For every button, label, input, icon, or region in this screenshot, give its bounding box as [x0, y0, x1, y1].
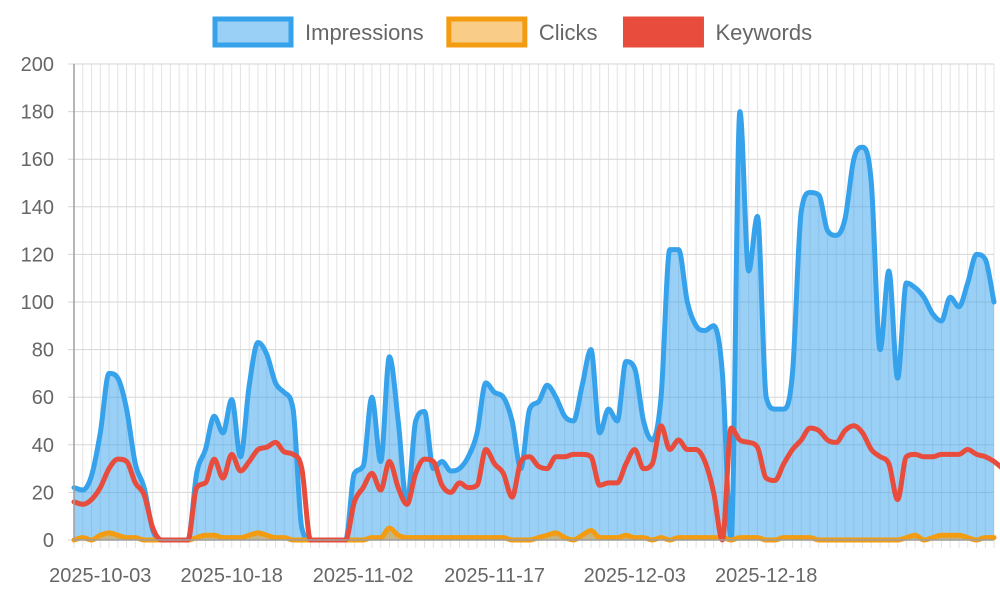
x-tick-label: 2025-11-02: [313, 565, 414, 587]
y-tick-label: 80: [32, 340, 54, 362]
legend-item-impressions: Impressions: [212, 16, 424, 48]
line-keywords: [71, 423, 1000, 543]
y-tick-label: 140: [21, 197, 54, 219]
axes: 0 20 40 60 80 100 120 140 160 180 200 2025-10-03 202…: [21, 54, 994, 587]
y-tick-label: 160: [21, 149, 54, 171]
legend-item-clicks: Clicks: [446, 16, 598, 48]
x-tick-label: 2025-10-03: [49, 565, 151, 587]
legend-swatch: [212, 16, 294, 48]
y-tick-label: 180: [21, 102, 54, 124]
y-tick-label: 100: [21, 292, 54, 314]
x-tick-label: 2025-11-17: [444, 565, 545, 587]
y-tick-label: 20: [32, 482, 54, 504]
series-areas: [74, 111, 994, 540]
y-tick-label: 60: [32, 387, 54, 409]
x-tick-label: 2025-10-18: [181, 565, 283, 587]
area-impressions: [74, 111, 994, 540]
legend-label: Clicks: [539, 20, 598, 45]
y-tick-label: 40: [32, 435, 54, 457]
legend-item-keywords: Keywords: [622, 16, 812, 48]
legend-label: Impressions: [305, 20, 424, 45]
legend-swatch: [446, 16, 528, 48]
y-tick-label: 200: [21, 54, 54, 76]
x-tick-label: 2025-12-18: [715, 565, 817, 587]
y-tick-label: 120: [21, 244, 54, 266]
y-tick-label: 0: [43, 530, 54, 552]
legend: Impressions Clicks Keywords: [212, 16, 812, 48]
x-tick-label: 2025-12-03: [584, 565, 686, 587]
legend-swatch: [622, 16, 704, 48]
legend-label: Keywords: [715, 20, 812, 45]
line-impressions: [71, 109, 997, 543]
